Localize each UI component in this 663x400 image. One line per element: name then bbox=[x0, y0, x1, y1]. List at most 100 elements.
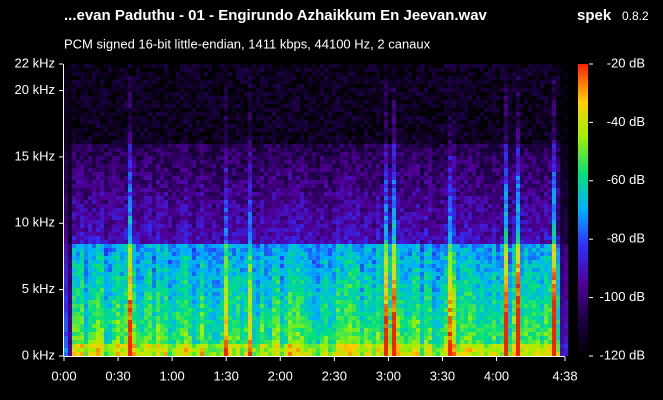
spectrogram-cell bbox=[288, 228, 292, 232]
spectrogram-cell bbox=[100, 260, 104, 264]
spectrogram-cell bbox=[76, 320, 80, 324]
spectrogram-cell bbox=[296, 88, 300, 92]
spectrogram-cell bbox=[288, 276, 292, 280]
spectrogram-cell bbox=[80, 120, 84, 124]
spectrogram-cell bbox=[276, 68, 280, 72]
spectrogram-cell bbox=[168, 180, 172, 184]
spectrogram-cell bbox=[200, 236, 204, 240]
spectrogram-cell bbox=[308, 76, 312, 80]
spectrogram-cell bbox=[172, 252, 176, 256]
spectrogram-cell bbox=[64, 228, 68, 232]
spectrogram-cell bbox=[196, 92, 200, 96]
spectrogram-cell bbox=[152, 144, 156, 148]
spectrogram-cell bbox=[84, 196, 88, 200]
spectrogram-cell bbox=[300, 172, 304, 176]
spectrogram-cell bbox=[296, 148, 300, 152]
spectrogram-cell bbox=[288, 340, 292, 344]
spectrogram-cell bbox=[64, 120, 68, 124]
spectrogram-cell bbox=[304, 240, 308, 244]
spectrogram-cell bbox=[280, 252, 284, 256]
spectrogram-cell bbox=[328, 88, 332, 92]
spectrogram-cell bbox=[152, 128, 156, 132]
spectrogram-cell bbox=[328, 220, 332, 224]
spectrogram-cell bbox=[308, 332, 312, 336]
spectrogram-cell bbox=[160, 120, 164, 124]
spectrogram-cell bbox=[224, 268, 228, 272]
spectrogram-cell bbox=[164, 160, 168, 164]
spectrogram-cell bbox=[136, 160, 140, 164]
spectrogram-cell bbox=[144, 180, 148, 184]
spectrogram-cell bbox=[120, 140, 124, 144]
spectrogram-cell bbox=[332, 144, 336, 148]
spectrogram-cell bbox=[296, 352, 300, 356]
spectrogram-cell bbox=[160, 236, 164, 240]
spectrogram-cell bbox=[180, 244, 184, 248]
spectrogram-cell bbox=[200, 264, 204, 268]
spectrogram-cell bbox=[84, 180, 88, 184]
spectrogram-cell bbox=[264, 212, 268, 216]
spectrogram-cell bbox=[304, 80, 308, 84]
spectrogram-cell bbox=[72, 228, 76, 232]
spectrogram-cell bbox=[272, 216, 276, 220]
spectrogram-cell bbox=[276, 320, 280, 324]
spectrogram-cell bbox=[296, 324, 300, 328]
spectrogram-cell bbox=[140, 308, 144, 312]
spectrogram-cell bbox=[128, 244, 132, 248]
spectrogram-cell bbox=[292, 176, 296, 180]
spectrogram-cell bbox=[280, 244, 284, 248]
spectrogram-cell bbox=[280, 352, 284, 356]
spectrogram-cell bbox=[228, 168, 232, 172]
spectrogram-cell bbox=[136, 128, 140, 132]
spectrogram-cell bbox=[316, 232, 320, 236]
spectrogram-cell bbox=[208, 76, 212, 80]
spectrogram-cell bbox=[272, 100, 276, 104]
spectrogram-cell bbox=[224, 148, 228, 152]
spectrogram-cell bbox=[144, 316, 148, 320]
spectrogram-cell bbox=[332, 124, 336, 128]
spectrogram-cell bbox=[276, 236, 280, 240]
spectrogram-cell bbox=[64, 136, 68, 140]
spectrogram-cell bbox=[332, 232, 336, 236]
spectrogram-cell bbox=[284, 308, 288, 312]
spectrogram-cell bbox=[324, 64, 328, 68]
spectrogram-cell bbox=[164, 248, 168, 252]
spectrogram-cell bbox=[336, 256, 340, 260]
spectrogram-cell bbox=[236, 176, 240, 180]
spectrogram-cell bbox=[296, 196, 300, 200]
spectrogram-cell bbox=[84, 324, 88, 328]
spectrogram-cell bbox=[236, 292, 240, 296]
spectrogram-cell bbox=[244, 144, 248, 148]
spectrogram-cell bbox=[252, 224, 256, 228]
spectrogram-cell bbox=[80, 332, 84, 336]
spectrogram-cell bbox=[80, 172, 84, 176]
spectrogram-cell bbox=[328, 104, 332, 108]
spectrogram-cell bbox=[320, 188, 324, 192]
spectrogram-cell bbox=[296, 312, 300, 316]
spectrogram-cell bbox=[148, 212, 152, 216]
spectrogram-cell bbox=[204, 120, 208, 124]
spectrogram-cell bbox=[316, 328, 320, 332]
spectrogram-cell bbox=[240, 220, 244, 224]
spectrogram-cell bbox=[76, 124, 80, 128]
spectrogram-cell bbox=[192, 104, 196, 108]
spectrogram-cell bbox=[80, 256, 84, 260]
spectrogram-cell bbox=[212, 76, 216, 80]
spectrogram-cell bbox=[172, 172, 176, 176]
spectrogram-cell bbox=[108, 344, 112, 348]
spectrogram-cell bbox=[252, 176, 256, 180]
spectrogram-cell bbox=[188, 244, 192, 248]
spectrogram-cell bbox=[188, 292, 192, 296]
spectrogram-cell bbox=[292, 260, 296, 264]
spectrogram-cell bbox=[252, 320, 256, 324]
spectrogram-cell bbox=[88, 156, 92, 160]
spectrogram-cell bbox=[108, 72, 112, 76]
spectrogram-cell bbox=[240, 96, 244, 100]
spectrogram-cell bbox=[180, 320, 184, 324]
spectrogram-cell bbox=[276, 276, 280, 280]
spectrogram-cell bbox=[64, 288, 68, 292]
spectrogram-cell bbox=[124, 104, 128, 108]
spectrogram-cell bbox=[64, 300, 68, 304]
spectrogram-cell bbox=[80, 244, 84, 248]
spectrogram-cell bbox=[192, 280, 196, 284]
spectrogram-cell bbox=[204, 348, 208, 352]
